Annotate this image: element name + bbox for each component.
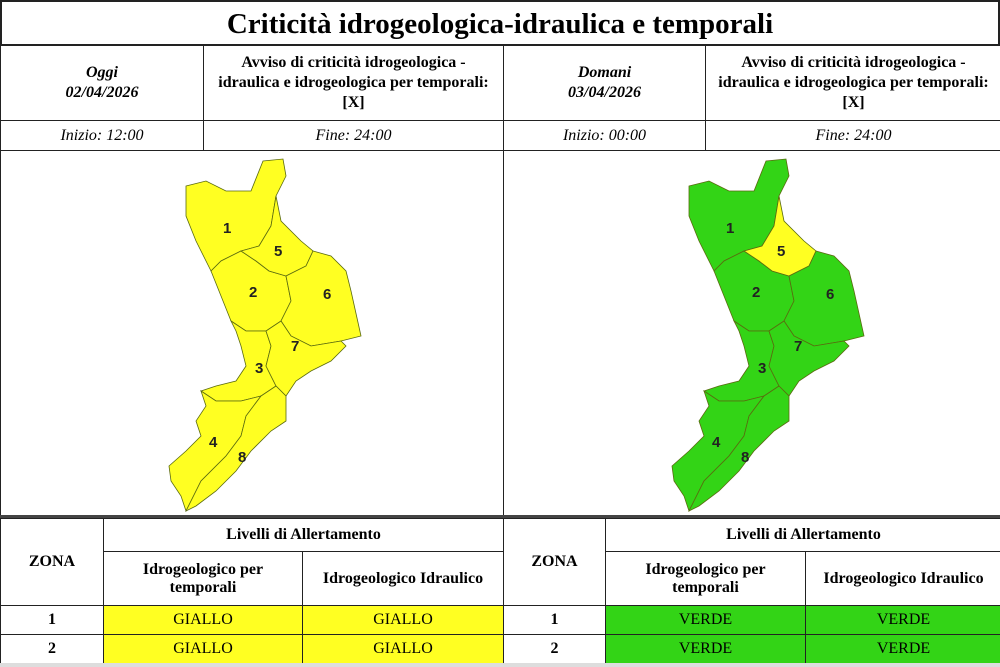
levels-header: Livelli di Allertamento [103, 518, 504, 552]
zone-5-area [743, 195, 817, 277]
zone-3-area [703, 319, 780, 402]
today-header: Oggi 02/04/2026 [0, 45, 204, 121]
zone-label: 5 [777, 243, 785, 260]
start-time: Inizio: 12:00 [0, 120, 204, 151]
zone-8-area [185, 385, 287, 512]
zone-label: 6 [826, 286, 834, 303]
zone-label: 5 [274, 243, 282, 260]
zone-number: 2 [0, 634, 104, 664]
level-cell: GIALLO [103, 605, 303, 635]
level-cell: GIALLO [302, 634, 504, 664]
zone-7-area [768, 320, 850, 397]
zone-label: 4 [209, 434, 218, 451]
zone-7-area [265, 320, 347, 397]
zone-label: 7 [794, 338, 802, 355]
level-cell: VERDE [805, 634, 1000, 664]
zone-3-area [200, 319, 277, 402]
day-date: 03/04/2026 [568, 84, 641, 101]
col-temporali: Idrogeologico per temporali [605, 551, 806, 606]
start-time: Inizio: 00:00 [503, 120, 706, 151]
level-cell: VERDE [605, 634, 806, 664]
notice: Avviso di criticità idrogeologica - idra… [203, 45, 504, 121]
day-label: Oggi [86, 64, 118, 81]
calabria-map: 1 2 3 4 5 6 7 8 [671, 158, 865, 513]
zone-8-area [688, 385, 790, 512]
levels-header: Livelli di Allertamento [605, 518, 1000, 552]
zone-label: 1 [726, 220, 734, 237]
col-temporali: Idrogeologico per temporali [103, 551, 303, 606]
zone-5-area [240, 195, 314, 277]
end-time: Fine: 24:00 [203, 120, 504, 151]
day-label: Domani [577, 64, 632, 81]
calabria-map: 1 2 3 4 5 6 7 8 [168, 158, 362, 513]
zone-number: 2 [503, 634, 606, 664]
zone-label: 3 [255, 360, 263, 377]
page-title: Criticità idrogeologica-idraulica e temp… [0, 0, 1000, 46]
zone-label: 6 [323, 286, 331, 303]
zone-label: 4 [712, 434, 721, 451]
zona-header: ZONA [503, 518, 606, 606]
day-date: 02/04/2026 [65, 84, 139, 101]
zone-label: 3 [758, 360, 766, 377]
tomorrow-header: Domani 03/04/2026 [503, 45, 706, 121]
level-cell: GIALLO [103, 634, 303, 664]
end-time: Fine: 24:00 [705, 120, 1000, 151]
zone-label: 2 [752, 284, 760, 301]
zone-number: 1 [503, 605, 606, 635]
map-tomorrow: 1 2 3 4 5 6 7 8 [503, 150, 1000, 518]
col-idraulico: Idrogeologico Idraulico [805, 551, 1000, 606]
zone-label: 1 [223, 220, 231, 237]
level-cell: VERDE [805, 605, 1000, 635]
level-cell: VERDE [605, 605, 806, 635]
zona-header: ZONA [0, 518, 104, 606]
zone-label: 8 [741, 449, 749, 466]
zone-label: 7 [291, 338, 299, 355]
level-cell: GIALLO [302, 605, 504, 635]
notice: Avviso di criticità idrogeologica - idra… [705, 45, 1000, 121]
map-today: 1 2 3 4 5 6 7 8 [0, 150, 504, 518]
zone-number: 1 [0, 605, 104, 635]
zone-label: 8 [238, 449, 246, 466]
zone-label: 2 [249, 284, 257, 301]
col-idraulico: Idrogeologico Idraulico [302, 551, 504, 606]
